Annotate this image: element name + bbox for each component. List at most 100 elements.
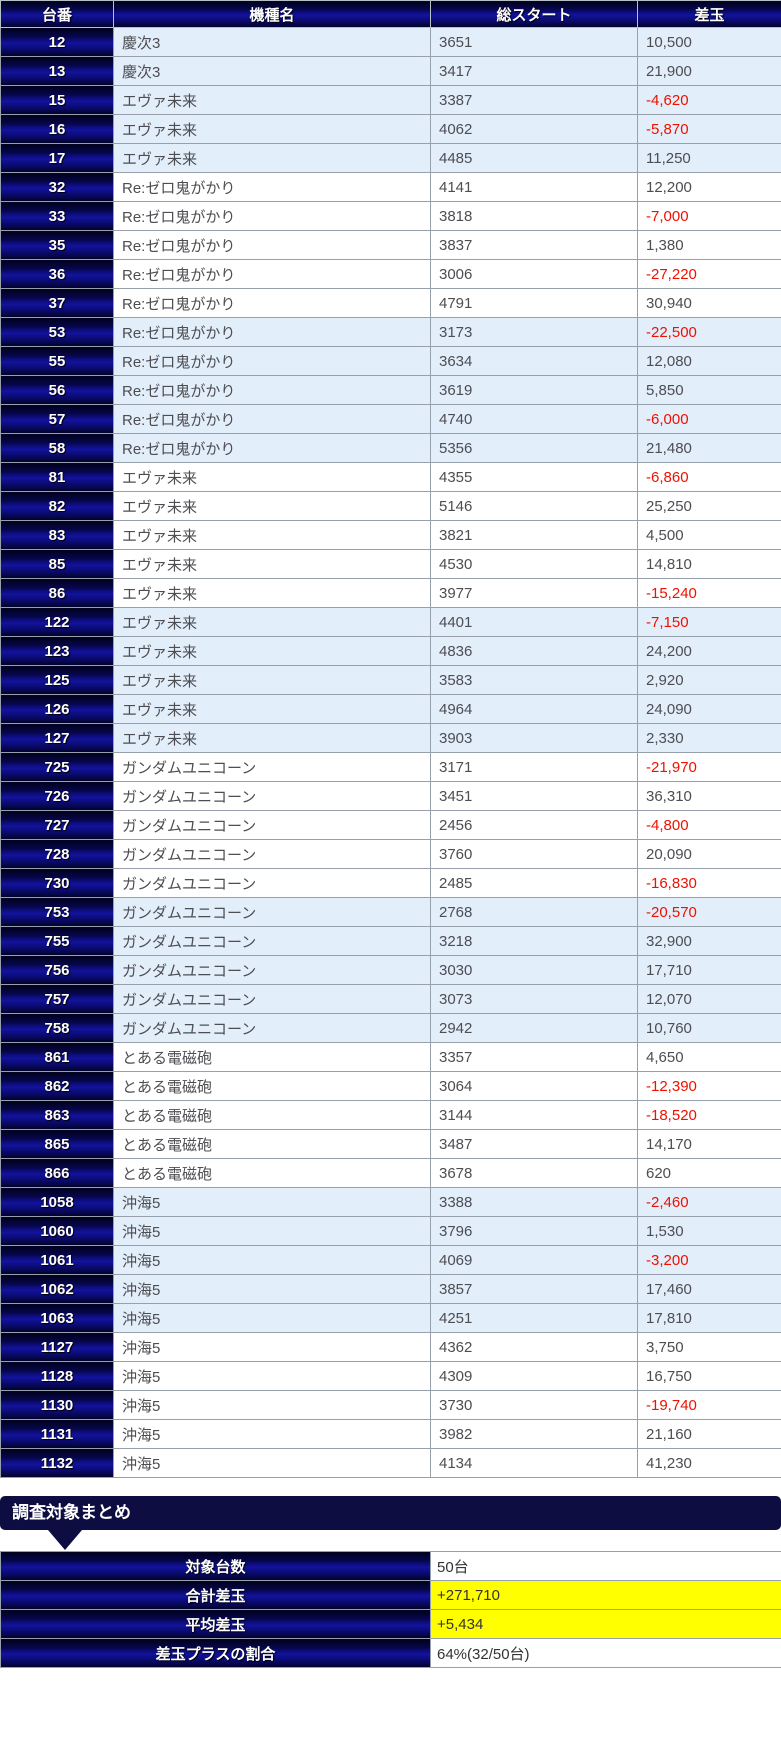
table-row: 32 Re:ゼロ鬼がかり 4141 12,200	[0, 172, 781, 202]
total-start-cell: 2768	[430, 897, 638, 927]
machine-number-cell: 862	[0, 1071, 114, 1101]
total-start-cell: 3451	[430, 781, 638, 811]
ball-diff-cell: 10,760	[637, 1013, 781, 1043]
total-start-cell: 3357	[430, 1042, 638, 1072]
total-start-cell: 3388	[430, 1187, 638, 1217]
machine-name-cell: エヴァ未来	[113, 520, 431, 550]
machine-name-cell: ガンダムユニコーン	[113, 810, 431, 840]
machine-name-cell: エヴァ未来	[113, 491, 431, 521]
summary-label: 対象台数	[0, 1551, 431, 1581]
machine-name-cell: ガンダムユニコーン	[113, 868, 431, 898]
total-start-cell: 4355	[430, 462, 638, 492]
machine-name-cell: 沖海5	[113, 1187, 431, 1217]
ball-diff-cell: -7,150	[637, 607, 781, 637]
machine-name-cell: ガンダムユニコーン	[113, 984, 431, 1014]
machine-number-cell: 37	[0, 288, 114, 318]
table-row: 1063 沖海5 4251 17,810	[0, 1303, 781, 1333]
machine-name-cell: エヴァ未来	[113, 549, 431, 579]
table-row: 726 ガンダムユニコーン 3451 36,310	[0, 781, 781, 811]
table-row: 123 エヴァ未来 4836 24,200	[0, 636, 781, 666]
machine-name-cell: 沖海5	[113, 1361, 431, 1391]
machine-name-cell: エヴァ未来	[113, 114, 431, 144]
table-header-row: 台番 機種名 総スタート 差玉	[0, 0, 781, 28]
ball-diff-cell: -7,000	[637, 201, 781, 231]
table-row: 757 ガンダムユニコーン 3073 12,070	[0, 984, 781, 1014]
machine-number-cell: 757	[0, 984, 114, 1014]
machine-name-cell: 沖海5	[113, 1390, 431, 1420]
machine-name-cell: Re:ゼロ鬼がかり	[113, 288, 431, 318]
machine-name-cell: とある電磁砲	[113, 1042, 431, 1072]
ball-diff-cell: 5,850	[637, 375, 781, 405]
machine-number-cell: 125	[0, 665, 114, 695]
machine-name-cell: エヴァ未来	[113, 462, 431, 492]
table-row: 758 ガンダムユニコーン 2942 10,760	[0, 1013, 781, 1043]
ball-diff-cell: 11,250	[637, 143, 781, 173]
ball-diff-cell: 14,810	[637, 549, 781, 579]
machine-name-cell: エヴァ未来	[113, 723, 431, 753]
machine-name-cell: ガンダムユニコーン	[113, 839, 431, 869]
machine-number-cell: 58	[0, 433, 114, 463]
ball-diff-cell: -22,500	[637, 317, 781, 347]
total-start-cell: 4309	[430, 1361, 638, 1391]
ball-diff-cell: 30,940	[637, 288, 781, 318]
machine-number-cell: 1130	[0, 1390, 114, 1420]
summary-table: 対象台数 50台 合計差玉 +271,710 平均差玉 +5,434 差玉プラス…	[0, 1551, 781, 1668]
machine-number-cell: 32	[0, 172, 114, 202]
table-row: 861 とある電磁砲 3357 4,650	[0, 1042, 781, 1072]
table-row: 725 ガンダムユニコーン 3171 -21,970	[0, 752, 781, 782]
ball-diff-cell: -2,460	[637, 1187, 781, 1217]
table-row: 33 Re:ゼロ鬼がかり 3818 -7,000	[0, 201, 781, 231]
summary-label: 平均差玉	[0, 1609, 431, 1639]
machine-number-cell: 55	[0, 346, 114, 376]
ball-diff-cell: 24,090	[637, 694, 781, 724]
total-start-cell: 4362	[430, 1332, 638, 1362]
machine-number-cell: 83	[0, 520, 114, 550]
machine-name-cell: Re:ゼロ鬼がかり	[113, 404, 431, 434]
table-row: 83 エヴァ未来 3821 4,500	[0, 520, 781, 550]
machine-name-cell: 慶次3	[113, 27, 431, 57]
ball-diff-cell: 1,380	[637, 230, 781, 260]
table-row: 37 Re:ゼロ鬼がかり 4791 30,940	[0, 288, 781, 318]
ball-diff-cell: 17,810	[637, 1303, 781, 1333]
ball-diff-cell: -27,220	[637, 259, 781, 289]
table-row: 57 Re:ゼロ鬼がかり 4740 -6,000	[0, 404, 781, 434]
machine-number-cell: 1062	[0, 1274, 114, 1304]
machine-number-cell: 86	[0, 578, 114, 608]
machine-number-cell: 123	[0, 636, 114, 666]
machine-name-cell: とある電磁砲	[113, 1071, 431, 1101]
total-start-cell: 3619	[430, 375, 638, 405]
machine-name-cell: 慶次3	[113, 56, 431, 86]
total-start-cell: 4134	[430, 1448, 638, 1478]
machine-name-cell: Re:ゼロ鬼がかり	[113, 172, 431, 202]
table-row: 730 ガンダムユニコーン 2485 -16,830	[0, 868, 781, 898]
ball-diff-cell: 24,200	[637, 636, 781, 666]
machine-number-cell: 33	[0, 201, 114, 231]
total-start-cell: 3837	[430, 230, 638, 260]
table-row: 728 ガンダムユニコーン 3760 20,090	[0, 839, 781, 869]
ball-diff-cell: 25,250	[637, 491, 781, 521]
table-row: 1060 沖海5 3796 1,530	[0, 1216, 781, 1246]
machine-number-cell: 122	[0, 607, 114, 637]
machine-name-cell: エヴァ未来	[113, 578, 431, 608]
table-row: 1128 沖海5 4309 16,750	[0, 1361, 781, 1391]
machine-number-cell: 17	[0, 143, 114, 173]
ball-diff-cell: 620	[637, 1158, 781, 1188]
table-row: 1062 沖海5 3857 17,460	[0, 1274, 781, 1304]
machine-number-cell: 127	[0, 723, 114, 753]
total-start-cell: 4401	[430, 607, 638, 637]
table-row: 862 とある電磁砲 3064 -12,390	[0, 1071, 781, 1101]
machine-data-table: 台番 機種名 総スタート 差玉 12 慶次3 3651 10,500 13 慶次3 3417…	[0, 0, 781, 1478]
table-row: 863 とある電磁砲 3144 -18,520	[0, 1100, 781, 1130]
machine-name-cell: 沖海5	[113, 1419, 431, 1449]
total-start-cell: 3487	[430, 1129, 638, 1159]
machine-name-cell: エヴァ未来	[113, 636, 431, 666]
machine-number-cell: 1127	[0, 1332, 114, 1362]
total-start-cell: 3977	[430, 578, 638, 608]
summary-row-target-count: 対象台数 50台	[0, 1551, 781, 1581]
ball-diff-cell: -6,000	[637, 404, 781, 434]
total-start-cell: 3903	[430, 723, 638, 753]
total-start-cell: 3387	[430, 85, 638, 115]
table-row: 753 ガンダムユニコーン 2768 -20,570	[0, 897, 781, 927]
table-row: 55 Re:ゼロ鬼がかり 3634 12,080	[0, 346, 781, 376]
machine-number-cell: 81	[0, 462, 114, 492]
